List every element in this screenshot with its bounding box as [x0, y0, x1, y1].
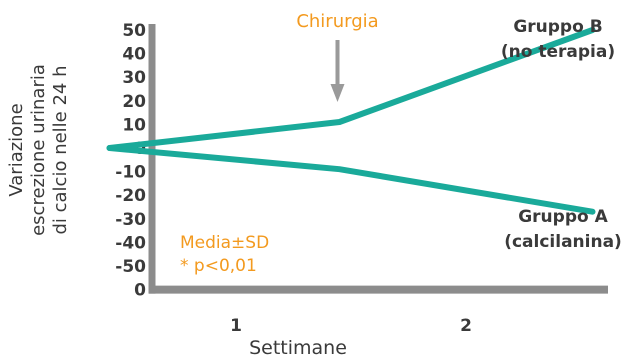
x-tick-label: 2: [460, 316, 472, 336]
annotations: Gruppo B (no terapia) Gruppo A (calcilanina…: [180, 11, 621, 276]
event-arrow-head: [330, 84, 345, 102]
y-tick-label: -30: [115, 210, 146, 230]
y-axis-title-line: escrezione urinaria: [28, 64, 49, 236]
axes: [148, 24, 608, 294]
event-label: Chirurgia: [296, 11, 378, 32]
y-axis-title-line: di calcio nelle 24 h: [50, 65, 71, 234]
y-tick-label: -50: [115, 257, 146, 277]
series-label-name: Gruppo B: [513, 17, 602, 37]
y-tick-label: 0: [134, 281, 146, 301]
y-tick-label: 50: [122, 21, 146, 41]
y-axis-title-line: Variazione: [6, 103, 27, 196]
y-tick-label: -20: [115, 186, 146, 206]
y-tick-label: 20: [122, 92, 146, 112]
series-line: [106, 27, 596, 151]
series-lines: [106, 27, 596, 215]
y-tick-label: 40: [122, 45, 146, 65]
y-axis-title: Variazione escrezione urinaria di calcio n…: [6, 64, 71, 236]
y-tick-label: 10: [122, 115, 146, 135]
y-tick-label: -40: [115, 233, 146, 253]
series-label-name: Gruppo A: [518, 207, 608, 227]
series-line: [106, 145, 596, 215]
series-label-sub: (no terapia): [501, 42, 615, 62]
x-axis-title: Settimane: [249, 337, 347, 358]
series-label-sub: (calcilanina): [504, 232, 621, 252]
x-tick-label: 1: [230, 316, 242, 336]
y-tick-label: 30: [122, 68, 146, 88]
y-tick-label: -10: [115, 163, 146, 183]
stats-label: Media±SD: [180, 233, 269, 253]
stats-label: * p<0,01: [180, 256, 257, 276]
